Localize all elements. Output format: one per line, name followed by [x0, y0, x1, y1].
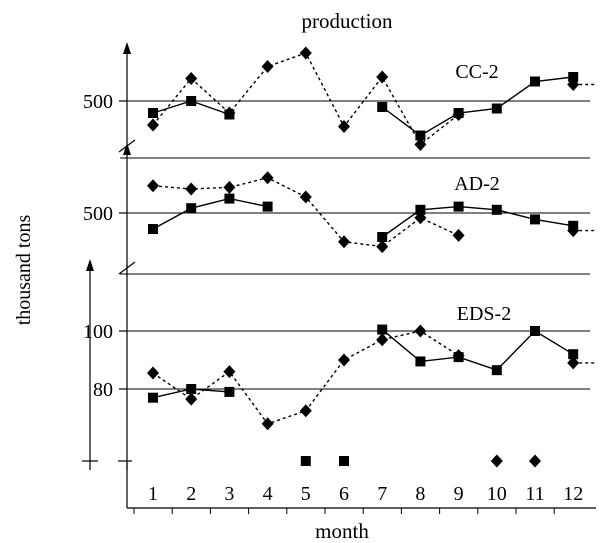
x-tick-label: 4 [263, 483, 273, 505]
chart-title: production [302, 9, 393, 33]
cc-2-diamond-point [185, 72, 198, 85]
eds-2-square-zero-point [339, 456, 349, 466]
eds-2-square-line [381, 329, 574, 371]
ad-2-diamond-point [376, 240, 389, 254]
ad-2-diamond-point [299, 190, 312, 204]
cc-2-square-point [491, 103, 502, 114]
ad-2-square-line [381, 205, 574, 238]
cc-2-diamond-point [376, 70, 389, 84]
ad-2-square-point [262, 201, 273, 212]
x-axis-label: month [315, 519, 369, 543]
y-tick-labels: 500 500 100 80 [83, 91, 113, 401]
y-tick-label: 500 [83, 203, 113, 225]
x-tick-label: 10 [487, 483, 507, 505]
panel-label: CC-2 [455, 61, 498, 83]
eds-2-square-zero-point [300, 456, 311, 466]
ad-2-square-point [530, 214, 540, 225]
y-axis-arrow-top [123, 42, 131, 54]
axes [82, 42, 596, 509]
x-tick-label: 3 [224, 483, 234, 505]
cc-2-square-point [186, 96, 197, 106]
eds-2-square-point [568, 349, 579, 360]
eds-2-diamond-point [299, 404, 312, 418]
ad-2-diamond-point [452, 228, 465, 242]
x-tick-label: 6 [339, 483, 349, 505]
x-tick-label: 2 [186, 483, 196, 505]
x-tick-labels: 1 2 3 4 5 6 7 8 9 10 11 12 [133, 483, 583, 514]
cc-2-diamond-point [452, 108, 465, 121]
ad-2-diamond-line [152, 177, 459, 248]
cc-2-diamond-point [567, 78, 580, 91]
cc-2-diamond-point [147, 118, 159, 132]
x-tick-label: 7 [377, 483, 387, 505]
cc-2-diamond-line [152, 52, 460, 146]
x-tick-label: 8 [415, 483, 425, 505]
ad-2-diamond-point [414, 211, 427, 225]
y-tick-label: 80 [93, 379, 113, 401]
cc-2-square-point [530, 76, 540, 87]
ad-2-square-point [186, 203, 197, 214]
y-axis-arrow-middle [123, 143, 131, 155]
eds-2-square-point [224, 386, 235, 397]
eds-2-diamond-zero-point [490, 454, 503, 468]
cc-2-diamond-point [414, 138, 427, 151]
panel-labels: CC-2 AD-2 EDS-2 [454, 61, 511, 325]
ad-2-diamond-point [338, 235, 350, 249]
eds-2-square-point [186, 384, 197, 394]
ad-2-square-point [415, 204, 426, 215]
ad-2-diamond-point [223, 180, 236, 194]
gridlines [120, 100, 590, 390]
ad-2-square-point [453, 201, 464, 212]
eds-2-square-point [491, 365, 502, 376]
eds-2-diamond-point [147, 366, 159, 380]
cc-2-square-line [381, 76, 574, 137]
eds-2-square-point [530, 326, 540, 336]
cc-2-diamond-point [223, 106, 236, 120]
ad-2-square-point [148, 224, 158, 234]
y-axis-eds-arrow [86, 259, 94, 271]
cc-2-square-point [415, 130, 426, 141]
ad-2-diamond-point [567, 224, 580, 238]
eds-2-diamond-point [223, 365, 236, 379]
y-tick-label: 100 [83, 321, 113, 343]
ad-2-square-point [224, 193, 235, 204]
x-tick-label: 9 [454, 483, 464, 505]
eds-2-diamond-point [185, 392, 198, 406]
eds-2-diamond-point [261, 417, 274, 431]
ad-2-square-point [491, 204, 502, 215]
ad-2-diamond-point [261, 171, 274, 185]
eds-2-diamond-point [338, 353, 350, 367]
eds-2-diamond-point [414, 324, 427, 338]
x-tick-label: 1 [148, 483, 158, 505]
ad-2-diamond-point [185, 182, 198, 196]
panel-label: AD-2 [454, 173, 500, 195]
eds-2-diamond-point [452, 349, 465, 363]
eds-2-square-point [148, 392, 158, 403]
eds-2-square-point [377, 324, 388, 335]
x-tick-label: 12 [563, 483, 583, 505]
eds-2-diamond-zero-point [529, 454, 541, 468]
eds-2-square-point [415, 356, 426, 367]
cc-2-square-point [148, 108, 158, 118]
cc-2-diamond-point [299, 46, 312, 60]
cc-2-diamond-point [338, 120, 350, 133]
eds-2-diamond-point [376, 333, 389, 347]
x-tick-label: 5 [301, 483, 311, 505]
ad-2-diamond-point [147, 179, 159, 193]
eds-2-diamond-point [567, 356, 580, 370]
y-tick-label: 500 [83, 91, 113, 113]
cc-2-diamond-point [261, 60, 274, 73]
cc-2-square-point [377, 102, 388, 112]
series-layer [147, 46, 596, 468]
panel-label: EDS-2 [457, 303, 511, 325]
ad-2-square-point [377, 232, 388, 242]
cc-2-square-point [568, 72, 579, 82]
y-axis-label: thousand tons [13, 215, 35, 326]
x-tick-label: 11 [525, 483, 544, 505]
ad-2-square-line [152, 197, 268, 230]
